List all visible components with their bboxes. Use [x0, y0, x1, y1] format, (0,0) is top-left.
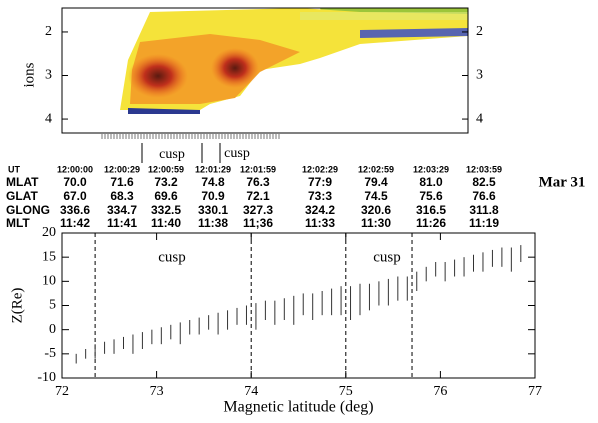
cell: 74.5	[364, 189, 388, 203]
cell: 76.6	[472, 189, 496, 203]
cell: 68.3	[110, 189, 134, 203]
x-tick-label: 73	[150, 384, 164, 399]
row-label: MLAT	[6, 175, 39, 189]
y-tick-label: 4	[476, 111, 483, 126]
cell: 11:42	[60, 216, 90, 230]
cell: 11;36	[243, 216, 273, 230]
cell: 12:01:59	[240, 164, 276, 174]
y-tick-label: 10	[42, 274, 56, 289]
cell: 69.6	[154, 189, 178, 203]
cell: 11:40	[151, 216, 181, 230]
spectrogram-image	[120, 8, 468, 114]
cell: 72.1	[246, 189, 270, 203]
cell: 77:9	[308, 175, 332, 189]
cell: 11:41	[107, 216, 137, 230]
y-tick-label: 5	[49, 298, 56, 313]
x-tick-label: 74	[244, 384, 258, 399]
cell: 324.2	[305, 203, 335, 217]
annotation: cusp	[373, 249, 401, 265]
cell: 79.4	[364, 175, 388, 189]
y-tick-label: 0	[49, 322, 56, 337]
cell: 81.0	[419, 175, 443, 189]
cell: 327.3	[243, 203, 273, 217]
y-axis-label: ions	[21, 62, 37, 87]
cell: 67.0	[63, 189, 87, 203]
cell: 12:00:00	[57, 164, 93, 174]
cell: 11:19	[469, 216, 499, 230]
date-label: Mar 31	[539, 174, 586, 190]
cell: 11:33	[305, 216, 335, 230]
y-axis-label: Z(Re)	[9, 288, 25, 324]
cell: 70.9	[201, 189, 225, 203]
annotation: cusp	[159, 147, 185, 162]
panel-frame	[61, 7, 469, 134]
y-tick-label: 3	[45, 68, 52, 83]
cell: 311.8	[469, 203, 499, 217]
cell: 12:02:29	[302, 164, 338, 174]
y-tick-label: -5	[44, 346, 56, 361]
y-tick-label: 2	[45, 24, 52, 39]
cell: 12:03:59	[466, 164, 502, 174]
cell: 71.6	[110, 175, 134, 189]
row-label: GLAT	[6, 189, 38, 203]
y-tick-label: -10	[37, 370, 56, 385]
cell: 75.6	[419, 189, 443, 203]
x-tick-label: 72	[55, 384, 69, 399]
y-tick-label: 4	[45, 111, 52, 126]
x-tick-label: 77	[528, 384, 542, 399]
x-tick-label: 75	[339, 384, 353, 399]
cell: 12:01:29	[195, 164, 231, 174]
cell: 12:02:59	[358, 164, 394, 174]
y-tick-label: 15	[42, 249, 56, 264]
cell: 330.1	[198, 203, 228, 217]
cell: 12:00:29	[104, 164, 140, 174]
y-tick-label: 20	[42, 225, 56, 240]
cell: 74.8	[201, 175, 225, 189]
cell: 336.6	[60, 203, 90, 217]
cell: 332.5	[151, 203, 181, 217]
cell: 73:3	[308, 189, 332, 203]
cell: 70.0	[63, 175, 87, 189]
cell: 334.7	[107, 203, 137, 217]
cell: 320.6	[361, 203, 391, 217]
y-tick-label: 2	[476, 24, 483, 39]
cell: 11:38	[198, 216, 228, 230]
cell: 11:30	[361, 216, 391, 230]
row-label: GLONG	[6, 203, 50, 217]
cell: 73.2	[154, 175, 178, 189]
cell: 12:03:29	[413, 164, 449, 174]
plot-frame	[61, 232, 536, 379]
cell: 76.3	[246, 175, 270, 189]
cell: 11:26	[416, 216, 446, 230]
cell: 316.5	[416, 203, 446, 217]
row-label: MLT	[6, 216, 30, 230]
x-tick-label: 76	[433, 384, 447, 399]
row-label: UT	[8, 164, 20, 174]
annotation: cusp	[158, 249, 186, 265]
x-axis-label: Magnetic latitude (deg)	[223, 399, 373, 416]
cell: 82.5	[472, 175, 496, 189]
y-tick-label: 3	[476, 68, 483, 83]
annotation: cusp	[224, 146, 250, 161]
cell: 12:00:59	[148, 164, 184, 174]
